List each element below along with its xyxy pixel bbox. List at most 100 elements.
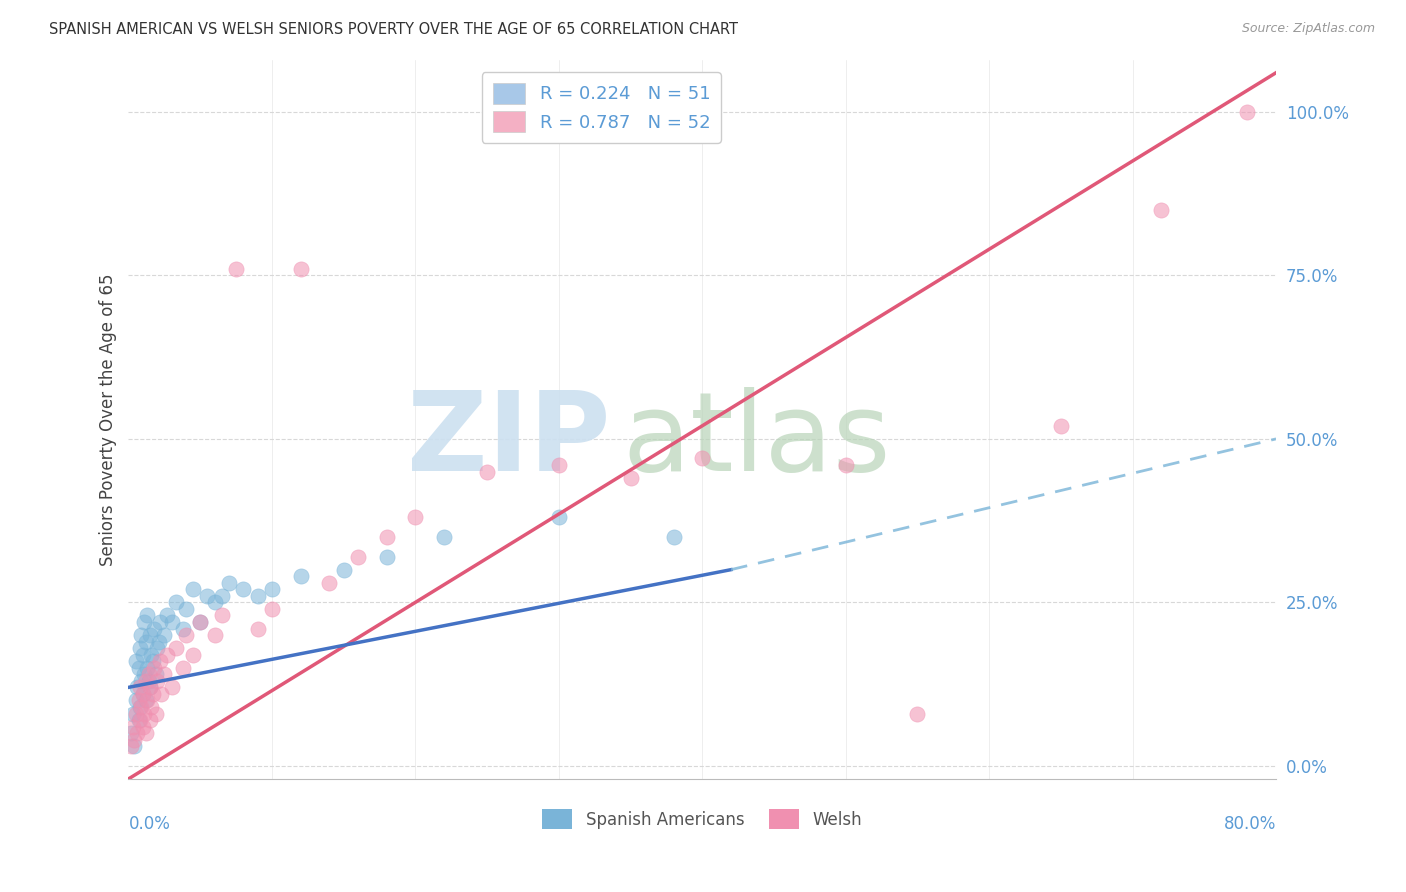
Point: [139, 681, 162, 695]
Point: [172, 622, 194, 636]
Point: [188, 615, 211, 629]
Point: [136, 661, 159, 675]
Point: [153, 628, 176, 642]
Point: [195, 589, 218, 603]
Point: [138, 673, 160, 688]
Point: [136, 693, 159, 707]
Point: [218, 575, 240, 590]
Point: [619, 471, 641, 485]
Point: [172, 661, 194, 675]
Point: [134, 667, 156, 681]
Point: [124, 654, 146, 668]
Point: [690, 451, 713, 466]
Point: [290, 569, 312, 583]
Point: [1236, 104, 1258, 119]
Point: [332, 563, 354, 577]
Point: [174, 602, 197, 616]
Text: ZIP: ZIP: [408, 387, 610, 494]
Point: [125, 681, 148, 695]
Point: [375, 549, 398, 564]
Point: [150, 687, 173, 701]
Point: [120, 726, 142, 740]
Point: [433, 530, 456, 544]
Point: [347, 549, 370, 564]
Point: [188, 615, 211, 629]
Point: [149, 615, 172, 629]
Point: [131, 673, 153, 688]
Point: [318, 575, 340, 590]
Point: [145, 706, 167, 721]
Point: [139, 713, 162, 727]
Point: [141, 700, 163, 714]
Point: [120, 739, 142, 754]
Point: [135, 673, 157, 688]
Point: [132, 687, 155, 701]
Point: [156, 648, 179, 662]
Point: [475, 465, 498, 479]
Text: 0.0%: 0.0%: [128, 815, 170, 833]
Point: [835, 458, 858, 472]
Point: [165, 641, 187, 656]
Point: [129, 641, 152, 656]
Point: [128, 713, 150, 727]
Point: [204, 595, 226, 609]
Point: [145, 667, 167, 681]
Point: [174, 628, 197, 642]
Point: [375, 530, 398, 544]
Point: [907, 706, 929, 721]
Point: [129, 681, 152, 695]
Point: [136, 608, 159, 623]
Point: [160, 615, 183, 629]
Point: [246, 622, 269, 636]
Point: [134, 706, 156, 721]
Point: [160, 681, 183, 695]
Point: [181, 582, 204, 597]
Point: [260, 582, 283, 597]
Point: [121, 720, 143, 734]
Point: [1150, 202, 1173, 217]
Point: [129, 700, 152, 714]
Point: [135, 726, 157, 740]
Point: [225, 261, 247, 276]
Point: [132, 720, 155, 734]
Point: [143, 661, 166, 675]
Point: [128, 693, 150, 707]
Point: [142, 687, 165, 701]
Point: [132, 648, 155, 662]
Point: [146, 641, 169, 656]
Point: [122, 732, 145, 747]
Point: [146, 673, 169, 688]
Point: [134, 615, 156, 629]
Point: [124, 706, 146, 721]
Point: [148, 634, 170, 648]
Point: [124, 693, 146, 707]
Point: [131, 628, 153, 642]
Point: [135, 634, 157, 648]
Point: [547, 458, 569, 472]
Point: [260, 602, 283, 616]
Point: [122, 739, 145, 754]
Point: [232, 582, 254, 597]
Point: [128, 661, 150, 675]
Point: [121, 706, 143, 721]
Point: [125, 726, 148, 740]
Point: [135, 693, 157, 707]
Point: [132, 687, 155, 701]
Text: atlas: atlas: [621, 387, 890, 494]
Point: [662, 530, 685, 544]
Point: [404, 510, 426, 524]
Point: [156, 608, 179, 623]
Legend: Spanish Americans, Welsh: Spanish Americans, Welsh: [536, 803, 869, 835]
Point: [139, 681, 162, 695]
Point: [211, 608, 233, 623]
Point: [153, 667, 176, 681]
Point: [149, 654, 172, 668]
Point: [143, 622, 166, 636]
Y-axis label: Seniors Poverty Over the Age of 65: Seniors Poverty Over the Age of 65: [100, 273, 117, 566]
Point: [131, 700, 153, 714]
Point: [142, 654, 165, 668]
Text: Source: ZipAtlas.com: Source: ZipAtlas.com: [1241, 22, 1375, 36]
Text: SPANISH AMERICAN VS WELSH SENIORS POVERTY OVER THE AGE OF 65 CORRELATION CHART: SPANISH AMERICAN VS WELSH SENIORS POVERT…: [49, 22, 738, 37]
Point: [129, 713, 152, 727]
Point: [204, 628, 226, 642]
